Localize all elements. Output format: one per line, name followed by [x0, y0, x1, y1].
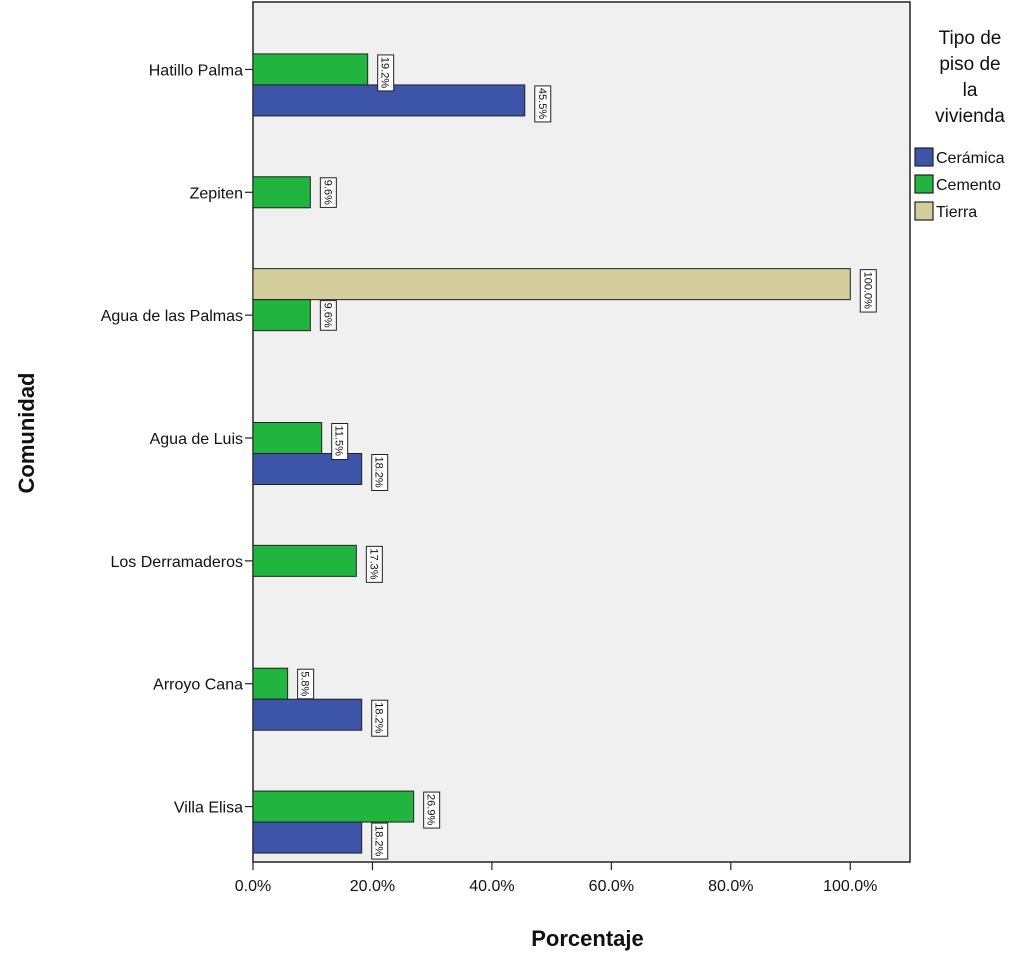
data-label-box — [331, 423, 349, 460]
legend-title-line: vivienda — [935, 106, 1005, 127]
data-label-box — [371, 454, 389, 491]
bar-ceramica — [252, 821, 363, 854]
legend-title-line: la — [963, 80, 978, 101]
y-tick-label: Zepiten — [190, 185, 243, 202]
bar-cemento — [252, 299, 311, 332]
data-label-box — [371, 699, 389, 737]
data-label: 9.6% — [321, 180, 333, 205]
data-label-box — [371, 822, 389, 860]
data-label: 100.0% — [861, 272, 873, 310]
data-label: 45.5% — [536, 88, 548, 119]
data-label-box — [297, 668, 315, 700]
legend-swatch-tierra — [914, 201, 934, 221]
y-tick-label: Agua de las Palmas — [101, 308, 243, 325]
y-axis-title: Comunidad — [14, 373, 39, 494]
x-tick-label: 60.0% — [589, 878, 634, 895]
data-label-box — [534, 85, 552, 123]
data-label: 26.9% — [425, 794, 437, 825]
data-label-box — [319, 300, 337, 331]
legend: Tipo de piso de la vivienda Cerámica Cem… — [914, 28, 1005, 221]
legend-swatch-cemento — [914, 174, 934, 194]
bar-ceramica — [252, 698, 363, 731]
x-tick-label: 0.0% — [235, 878, 271, 895]
data-label: 18.2% — [373, 825, 385, 856]
bar-cemento — [252, 790, 415, 823]
axes-layer: Hatillo Palma Zepiten Agua de las Palmas Ag… — [101, 62, 878, 895]
y-tick-label: Los Derramaderos — [111, 554, 244, 571]
bar-cemento — [252, 667, 289, 700]
data-label: 18.2% — [373, 702, 385, 733]
data-label: 11.5% — [333, 426, 345, 457]
data-label-box — [377, 54, 395, 92]
legend-entry-cemento: Cemento — [936, 177, 1001, 194]
x-tick-label: 40.0% — [469, 878, 514, 895]
legend-title-line: piso de — [939, 54, 1000, 75]
data-label: 5.8% — [299, 671, 311, 696]
y-tick-label: Agua de Luis — [150, 431, 243, 448]
x-tick-label: 100.0% — [823, 878, 877, 895]
bar-tierra — [252, 268, 851, 301]
data-label-box — [319, 177, 337, 208]
data-label: 18.2% — [373, 457, 385, 488]
data-label-box — [423, 791, 441, 829]
bar-cemento — [252, 422, 323, 454]
legend-entry-ceramica: Cerámica — [936, 150, 1005, 167]
x-tick-label: 80.0% — [708, 878, 753, 895]
y-tick-label: Villa Elisa — [174, 800, 243, 817]
x-axis-title: Porcentaje — [531, 926, 644, 951]
bar-cemento — [252, 53, 369, 86]
legend-title-line: Tipo de — [939, 28, 1002, 49]
data-label: 17.3% — [367, 548, 379, 579]
bar-cemento — [252, 544, 357, 577]
bars-layer — [252, 53, 851, 854]
plot-area — [252, 1, 911, 863]
x-tick-label: 20.0% — [350, 878, 395, 895]
y-tick-label: Arroyo Cana — [153, 677, 243, 694]
data-label-box — [859, 269, 877, 313]
bar-cemento — [252, 176, 311, 209]
legend-entry-tierra: Tierra — [936, 204, 977, 221]
legend-swatch-ceramica — [914, 147, 934, 167]
data-label-box — [365, 545, 383, 583]
data-labels-layer: 19.2% 45.5% 9.6% 100.0% 9.6% 11.5% 18.2% 17.3% 5… — [297, 54, 877, 860]
data-label: 19.2% — [379, 57, 391, 88]
y-tick-label: Hatillo Palma — [149, 62, 243, 79]
data-label: 9.6% — [321, 303, 333, 328]
